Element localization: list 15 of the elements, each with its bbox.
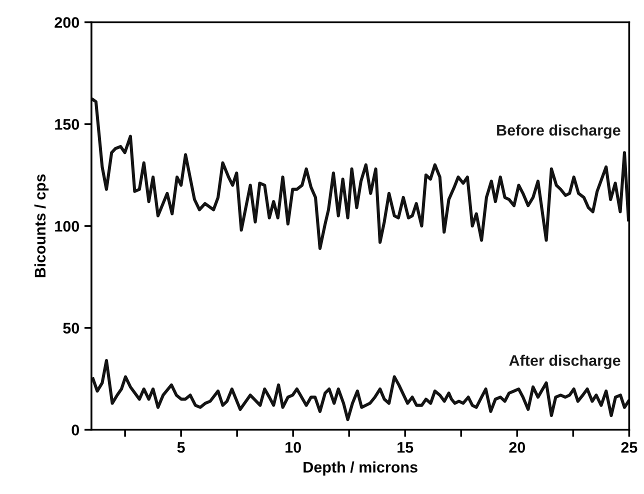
x-tick-label: 5 (177, 442, 185, 453)
x-axis-title: Depth / microns (304, 461, 418, 476)
x-tick-label: 10 (286, 442, 301, 453)
y-tick-label: 150 (55, 118, 80, 130)
x-tick-label: 25 (621, 442, 638, 453)
y-tick-label: 100 (55, 220, 80, 232)
y-tick-label: 0 (72, 424, 80, 436)
x-tick-label: 20 (509, 442, 526, 453)
series-label: Before discharge (497, 124, 620, 139)
series-label: After discharge (509, 354, 620, 370)
y-tick-label: 200 (54, 17, 80, 28)
y-axis-title: Bicounts / cps (34, 174, 49, 278)
x-tick-label: 15 (398, 442, 414, 453)
y-tick-label: 50 (63, 322, 80, 334)
line-series (91, 98, 630, 250)
